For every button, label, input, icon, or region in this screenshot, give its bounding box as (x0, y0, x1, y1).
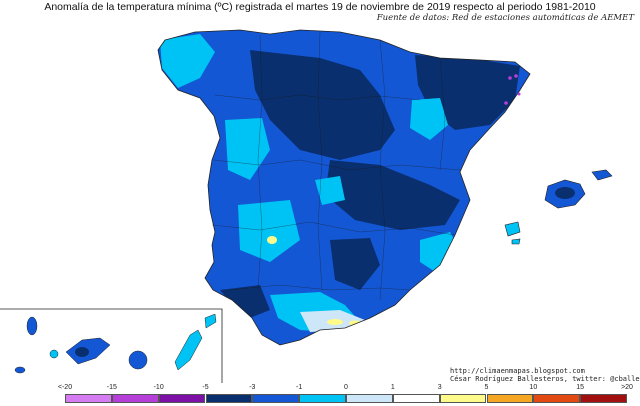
strong-cold-anomaly-area (330, 238, 380, 290)
legend-swatch (252, 394, 300, 403)
legend-tick-label: -1 (296, 384, 303, 391)
anomaly-map (0, 29, 613, 383)
legend-swatch (580, 394, 627, 403)
legend-swatch (205, 394, 253, 403)
peninsula-coastline (157, 29, 531, 346)
legend-tick-label: 15 (576, 384, 585, 391)
menorca-island (591, 169, 613, 181)
legend-swatch (65, 394, 112, 403)
legend-tick-label: 0 (344, 384, 348, 391)
extreme-cold-station (517, 92, 521, 96)
formentera-island (511, 238, 521, 245)
legend-swatch (158, 394, 206, 403)
legend-tick-label: -10 (153, 384, 164, 391)
legend-tick-label: -3 (249, 384, 256, 391)
mild-cold-anomaly-area (225, 118, 270, 180)
el-hierro-island (14, 366, 26, 374)
legend-tick-label: >20 (621, 384, 633, 391)
inset-frame (0, 308, 223, 383)
legend-tick-label: 5 (484, 384, 489, 391)
tenerife-cold-core (75, 347, 89, 357)
legend-swatch (346, 394, 393, 403)
color-legend: <-20 -15 -10 -5 -3 -1 0 1 3 5 10 15 >20 (0, 383, 640, 406)
legend-swatch (111, 394, 159, 403)
data-source-note: Fuente de datos: Red de estaciones autom… (376, 13, 634, 23)
fuerteventura-island (174, 329, 203, 371)
mild-cold-anomaly-area (410, 98, 448, 140)
mild-cold-anomaly-area (238, 200, 300, 262)
legend-swatch (439, 394, 487, 403)
extreme-cold-station (504, 101, 508, 105)
station-markers (504, 74, 521, 105)
legend-swatch (392, 394, 440, 403)
legend-tick-label: -5 (202, 384, 209, 391)
legend-swatch (299, 394, 346, 403)
strong-cold-anomaly-area (325, 160, 460, 230)
legend-swatch (486, 394, 534, 403)
legend-tick-label: -15 (106, 384, 117, 391)
warm-anomaly-spot (267, 236, 277, 244)
mild-cold-anomaly-area (160, 34, 215, 88)
la-gomera-island (49, 349, 59, 359)
legend-swatch (533, 394, 581, 403)
legend-tick-label: 10 (529, 384, 538, 391)
warm-anomaly-spot (327, 319, 343, 325)
strong-cold-anomaly-area (220, 285, 270, 320)
extreme-cold-station (508, 76, 512, 80)
lanzarote-island (204, 313, 217, 329)
mild-cold-anomaly-area (420, 232, 460, 275)
ibiza-island (504, 221, 521, 237)
map-title: Anomalía de la temperatura mínima (ºC) r… (44, 1, 596, 13)
warm-anomaly-spot (349, 320, 361, 326)
legend-tick-label: 1 (390, 384, 395, 391)
author-credit: César Rodríguez Ballesteros, twitter: @c… (450, 375, 640, 383)
blog-url: http://climaenmapas.blogspot.com (450, 367, 585, 375)
legend-tick-label: <-20 (57, 384, 73, 391)
province-borders (211, 31, 461, 301)
strong-cold-anomaly-area (250, 50, 395, 160)
gran-canaria-island (128, 350, 148, 370)
legend-tick-label: 3 (437, 384, 442, 391)
mallorca-cold-core (555, 187, 575, 199)
extreme-cold-station (514, 74, 518, 78)
la-palma-island (26, 316, 38, 336)
canary-islands-inset (0, 308, 223, 383)
mild-cold-anomaly-area (315, 176, 345, 205)
